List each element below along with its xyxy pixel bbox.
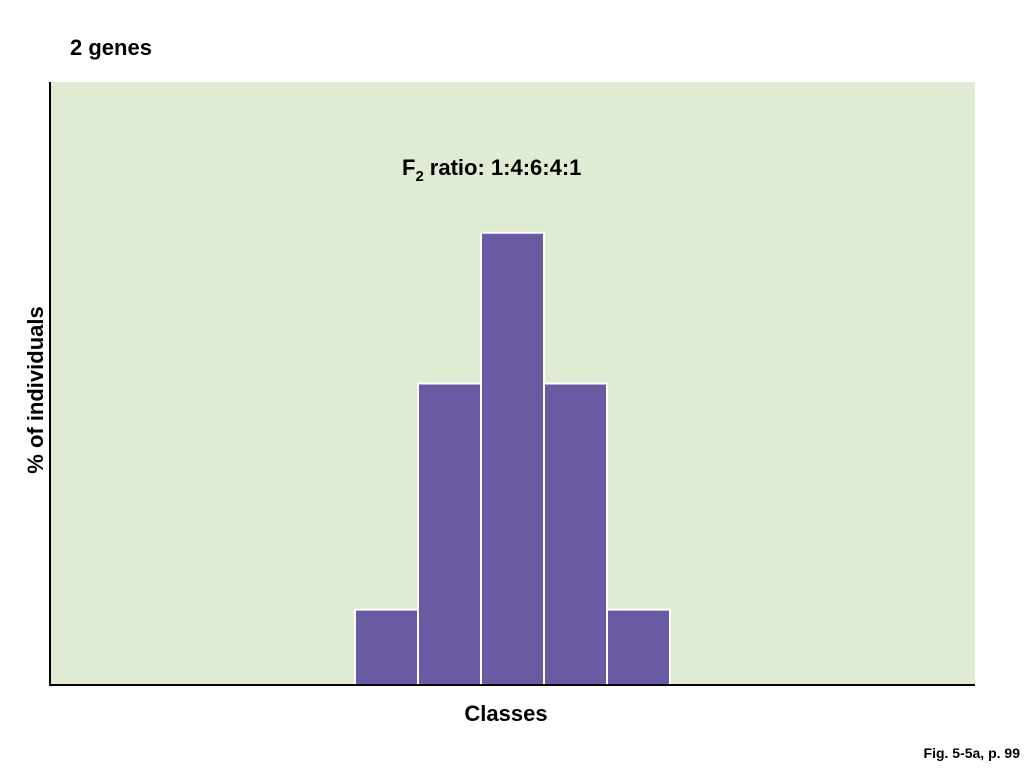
y-axis-label: % of individuals bbox=[23, 306, 48, 473]
bar bbox=[543, 382, 608, 686]
annotation: F2 ratio: 1:4:6:4:1 bbox=[402, 155, 581, 185]
source-note: Fig. 5-5a, p. 99 bbox=[924, 745, 1021, 761]
annotation-text: F bbox=[402, 155, 415, 180]
annotation-subscript: 2 bbox=[415, 168, 423, 185]
chart-title: 2 genes bbox=[70, 35, 152, 60]
bar bbox=[354, 608, 419, 686]
bar bbox=[480, 231, 545, 686]
bar bbox=[417, 382, 482, 686]
annotation-rest: ratio: 1:4:6:4:1 bbox=[430, 155, 582, 180]
bar bbox=[606, 608, 671, 686]
x-axis-label: Classes bbox=[464, 701, 547, 726]
